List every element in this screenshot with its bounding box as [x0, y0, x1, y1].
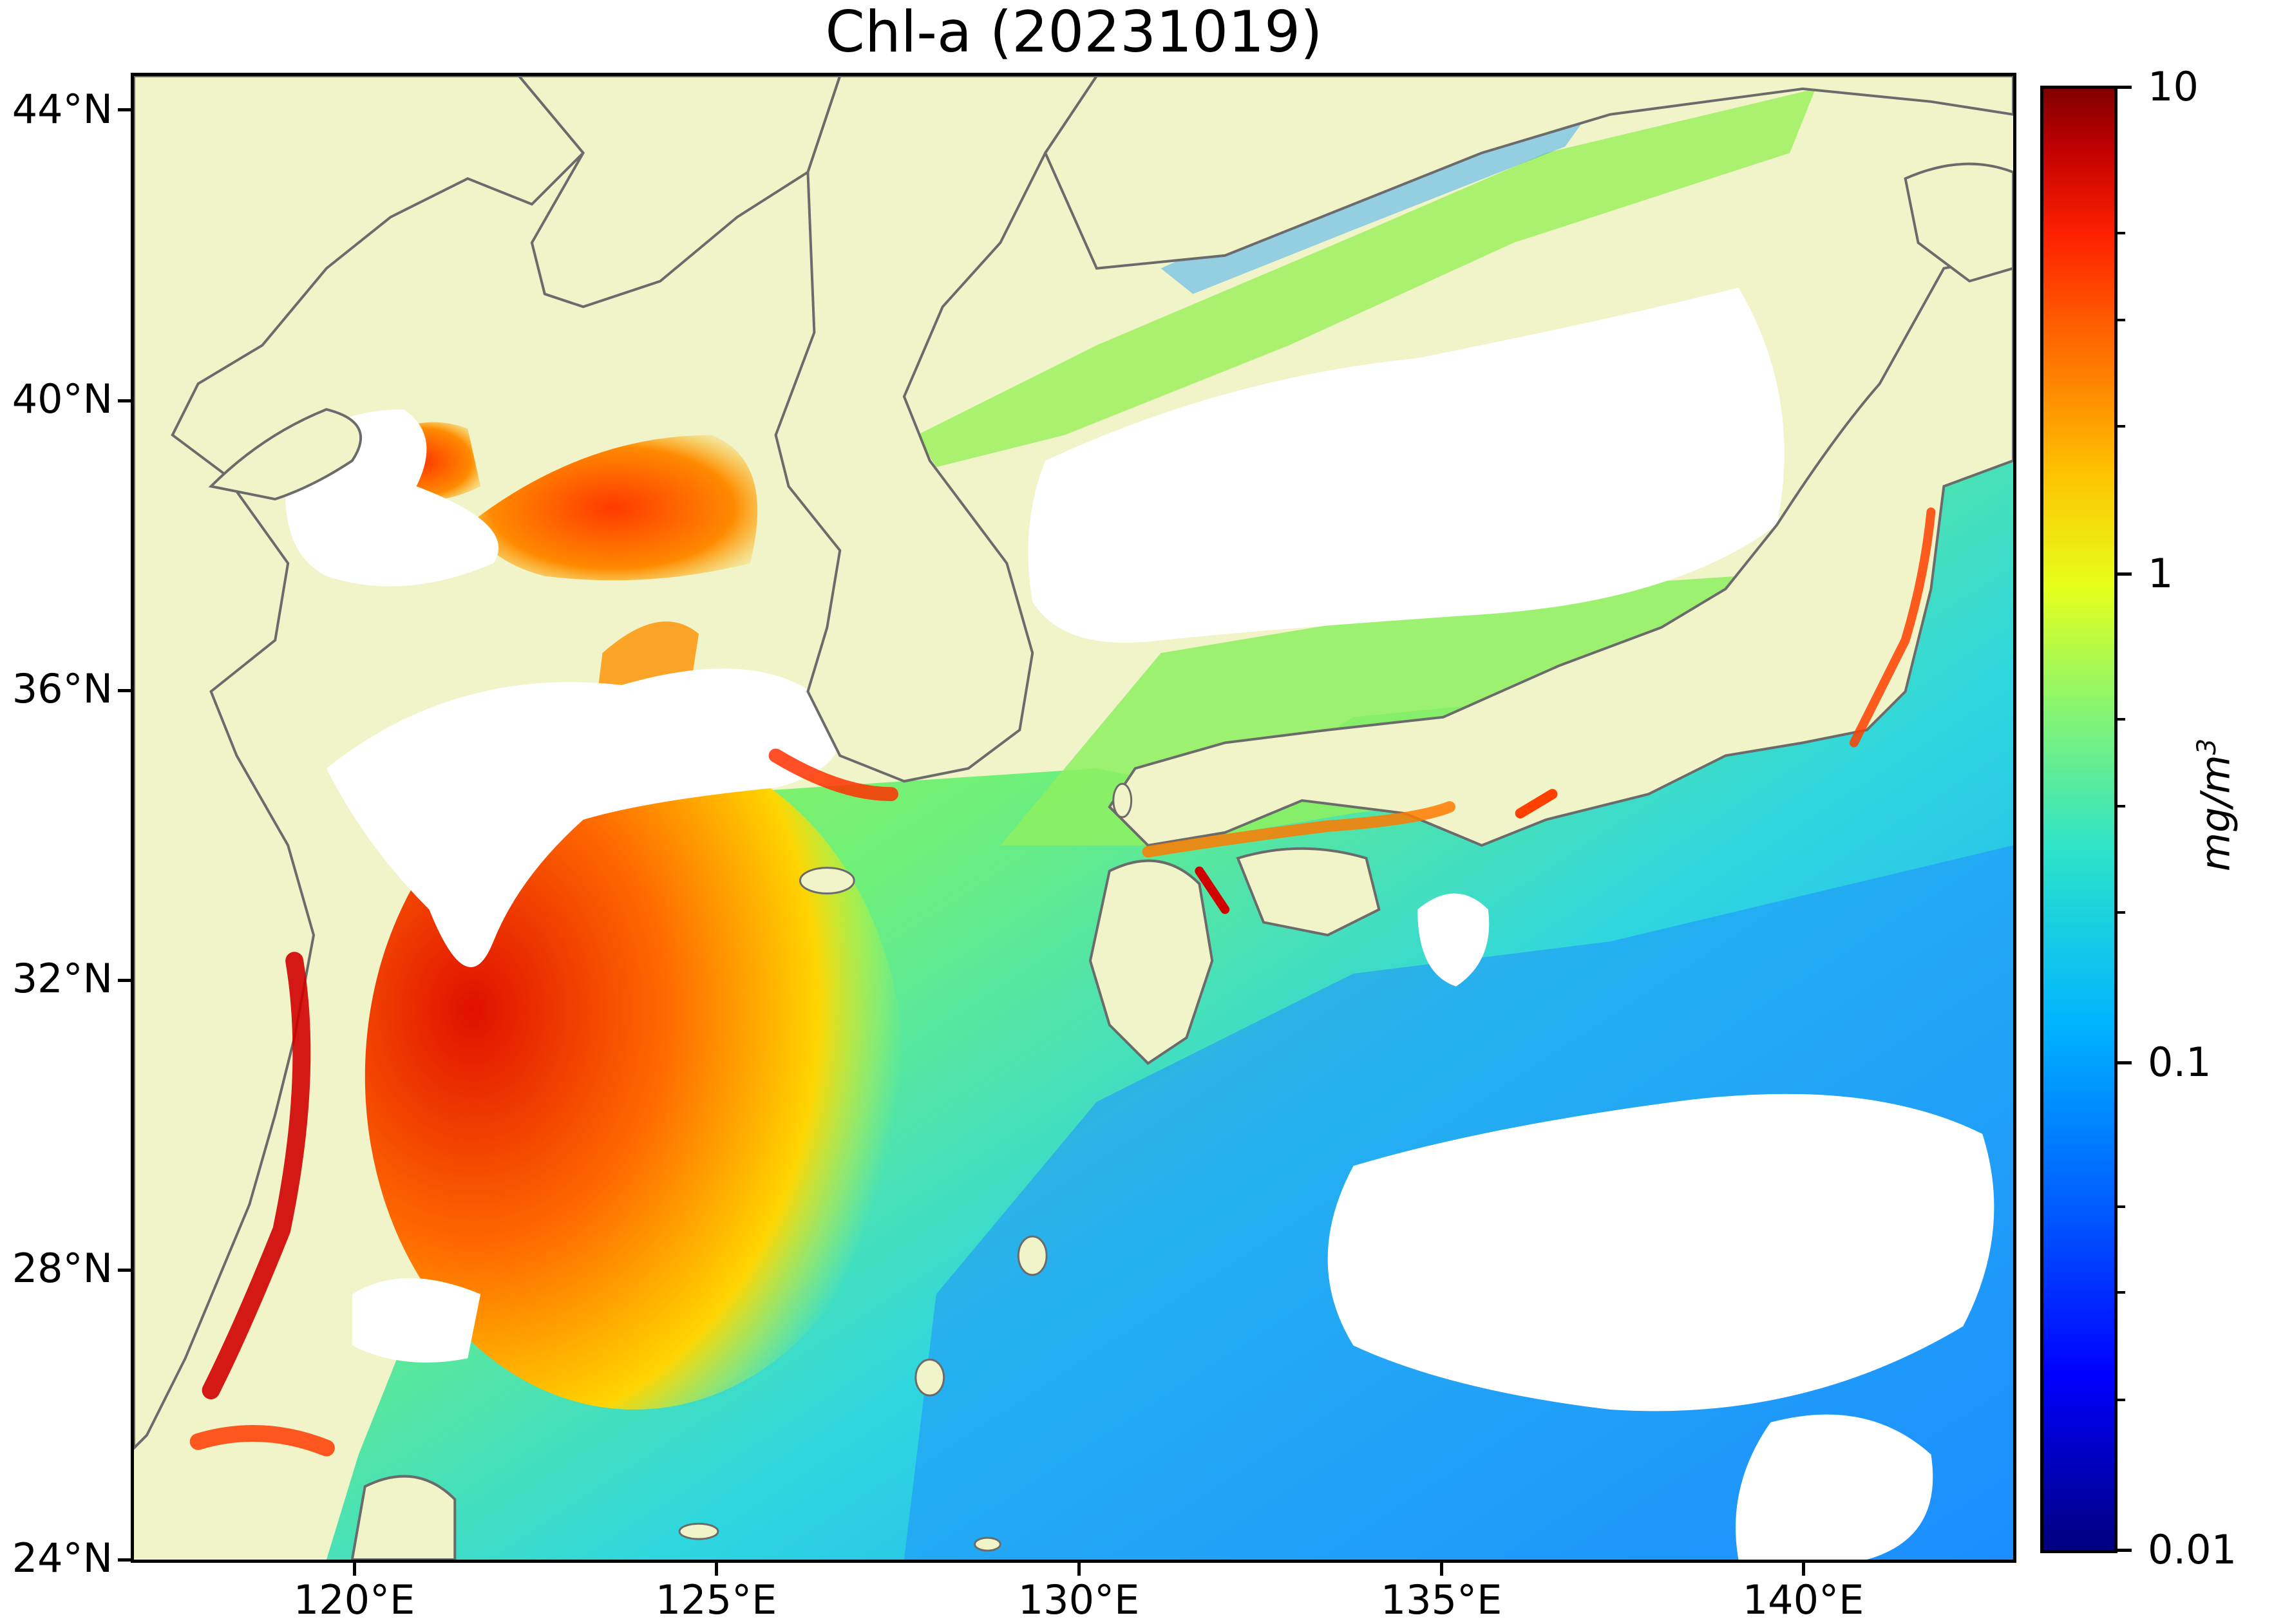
colorbar-minor-tick [2117, 1205, 2125, 1208]
units-exponent: 3 [2192, 738, 2222, 755]
colorbar-label-0-1: 0.1 [2148, 1039, 2212, 1086]
colorbar-label-1: 1 [2148, 550, 2174, 597]
lon-tick [1077, 1563, 1081, 1576]
lon-label-135: 135°E [1380, 1576, 1502, 1623]
colorbar-minor-tick [2117, 232, 2125, 234]
lon-tick [1802, 1563, 1805, 1576]
lon-label-140: 140°E [1742, 1576, 1864, 1623]
colorbar-tick [2117, 572, 2132, 576]
lat-tick [118, 689, 131, 692]
lon-tick [715, 1563, 718, 1576]
lon-label-120: 120°E [293, 1576, 415, 1623]
lat-label-28: 28°N [12, 1245, 113, 1292]
map-panel[interactable] [131, 73, 2016, 1563]
units-base: mg/m [2192, 755, 2239, 872]
no-data-japan-sea [1028, 287, 1785, 643]
land-japan-honshu [1108, 254, 2013, 847]
lat-tick [118, 1558, 131, 1562]
land-china [134, 76, 585, 1450]
colorbar-minor-tick [2117, 718, 2125, 721]
lat-label-32: 32°N [12, 955, 113, 1002]
colorbar-minor-tick [2117, 425, 2125, 428]
colorbar-minor-tick [2117, 319, 2125, 321]
colorbar [2040, 86, 2117, 1553]
colorbar-label-0-01: 0.01 [2148, 1526, 2237, 1573]
lon-tick [1440, 1563, 1443, 1576]
colorbar-tick [2117, 1061, 2132, 1064]
colorbar-tick [2117, 1549, 2132, 1552]
coastal-high-chl [189, 507, 1936, 1457]
lon-label-130: 130°E [1018, 1576, 1140, 1623]
lat-label-44: 44°N [12, 86, 113, 133]
lat-label-36: 36°N [12, 665, 113, 712]
no-data-pacific [1327, 1093, 1994, 1412]
colorbar-label-10: 10 [2148, 63, 2199, 110]
map-title: Chl-a (20231019) [825, 0, 1323, 65]
lat-tick [118, 979, 131, 982]
colorbar-minor-tick [2117, 805, 2125, 807]
north-streaks [916, 88, 1816, 467]
colorbar-units: mg/m3 [2192, 739, 2239, 872]
lon-label-125: 125°E [655, 1576, 777, 1623]
lat-tick [118, 399, 131, 402]
lat-label-40: 40°N [12, 375, 113, 422]
lat-label-24: 24°N [12, 1534, 113, 1582]
land-masses [134, 76, 2013, 1560]
lat-tick [118, 108, 131, 111]
lon-tick [353, 1563, 356, 1576]
colorbar-minor-tick [2117, 1291, 2125, 1294]
islands [678, 782, 1133, 1552]
land-korea [774, 76, 1099, 783]
colorbar-minor-tick [2117, 911, 2125, 914]
land-taiwan [350, 1475, 457, 1560]
land-japan-kyushu [1088, 859, 1214, 1065]
colorbar-minor-tick [2117, 1399, 2125, 1401]
map-canvas [134, 76, 2013, 1560]
colorbar-tick [2117, 86, 2132, 89]
lat-tick [118, 1269, 131, 1272]
